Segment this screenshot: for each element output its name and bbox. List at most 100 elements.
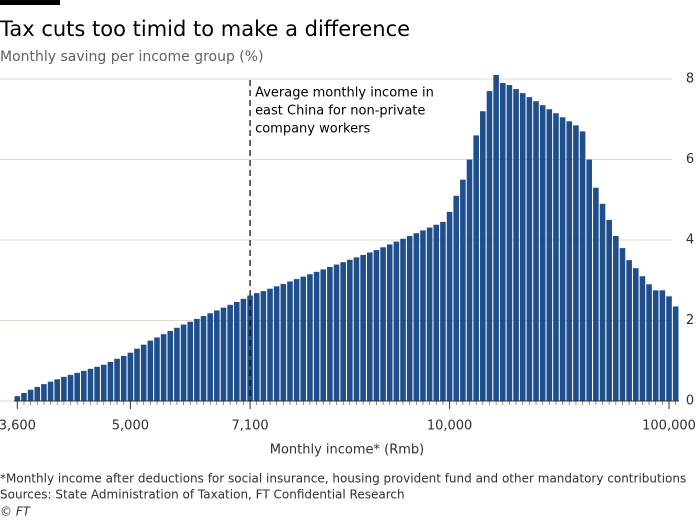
bar <box>506 85 513 402</box>
credit: © FT <box>0 505 32 519</box>
bar <box>632 268 639 401</box>
bar <box>253 293 260 401</box>
bar <box>499 83 506 401</box>
bar <box>127 352 134 401</box>
bar <box>307 274 313 401</box>
bar <box>426 227 433 401</box>
bar <box>539 105 546 402</box>
bar <box>214 310 220 401</box>
bar <box>54 379 61 401</box>
bar <box>287 281 293 401</box>
brand-bar <box>0 0 60 5</box>
bar <box>460 179 466 401</box>
bar <box>333 264 340 401</box>
bar <box>114 358 120 401</box>
bar <box>280 283 287 401</box>
bar <box>174 327 180 401</box>
bar <box>420 230 426 401</box>
x-tick-label: 5,000 <box>112 419 149 434</box>
bar <box>260 291 267 401</box>
bar <box>646 284 652 401</box>
bar <box>593 187 599 401</box>
bar <box>406 236 413 401</box>
bar <box>273 286 280 401</box>
bar <box>606 219 612 401</box>
bar <box>240 298 247 401</box>
y-tick-label: 6 <box>686 152 694 167</box>
bar <box>187 321 194 401</box>
bar <box>134 348 140 401</box>
footnote: *Monthly income after deductions for soc… <box>0 472 686 486</box>
bar <box>160 334 167 401</box>
bar <box>626 260 632 401</box>
bar <box>440 221 446 401</box>
bar <box>347 259 353 401</box>
bar <box>94 366 100 401</box>
bar <box>433 224 440 401</box>
bar <box>293 279 300 401</box>
bar <box>639 276 646 401</box>
bar <box>366 252 373 401</box>
bar <box>200 316 207 401</box>
y-tick-label: 4 <box>686 233 694 248</box>
x-axis-label: Monthly income* (Rmb) <box>270 443 425 458</box>
bar <box>473 135 479 401</box>
bar <box>486 91 493 401</box>
annotation-text: company workers <box>255 122 370 137</box>
bar <box>380 247 386 401</box>
bar <box>233 302 240 401</box>
bar <box>373 250 380 401</box>
bar <box>227 304 233 401</box>
annotation-text: Average monthly income in <box>255 86 434 101</box>
bar <box>74 372 80 401</box>
bar <box>566 121 573 402</box>
bar <box>652 290 659 401</box>
bar <box>446 211 453 401</box>
source: Sources: State Administration of Taxatio… <box>0 488 405 502</box>
bar <box>599 203 606 401</box>
chart-title: Tax cuts too timid to make a difference <box>0 17 410 41</box>
bar <box>579 131 586 402</box>
bar <box>34 386 41 401</box>
bar <box>553 113 559 401</box>
bar <box>360 254 366 401</box>
bar <box>559 117 566 401</box>
bar <box>67 374 74 401</box>
annotation-text: east China for non-private <box>255 104 425 119</box>
bar <box>107 361 114 401</box>
bar <box>61 376 67 401</box>
bar <box>386 244 393 401</box>
bar <box>140 344 147 401</box>
bar <box>672 306 679 401</box>
bar <box>493 75 499 402</box>
bar <box>413 233 420 401</box>
bar <box>167 330 174 401</box>
bar <box>613 236 619 401</box>
x-tick-label: 7,100 <box>231 419 268 434</box>
bar <box>453 195 460 401</box>
bar <box>313 271 320 401</box>
bar <box>519 93 526 401</box>
bar <box>340 262 346 401</box>
y-tick-label: 0 <box>686 394 694 409</box>
bar <box>21 392 27 401</box>
bar <box>194 318 200 401</box>
bar <box>100 364 107 401</box>
bar <box>659 290 666 401</box>
x-tick-label: 100,000 <box>642 419 696 434</box>
bar <box>573 125 579 401</box>
bar <box>267 288 273 401</box>
bar <box>14 396 21 401</box>
bar <box>353 257 360 401</box>
bar <box>220 307 227 401</box>
y-tick-label: 8 <box>686 72 694 87</box>
y-tick-label: 2 <box>686 313 694 328</box>
bar <box>466 159 473 401</box>
bar <box>619 248 626 401</box>
bar <box>41 384 47 401</box>
bar <box>546 109 553 402</box>
bar <box>147 340 154 401</box>
bar <box>247 295 253 401</box>
bar <box>47 381 54 401</box>
